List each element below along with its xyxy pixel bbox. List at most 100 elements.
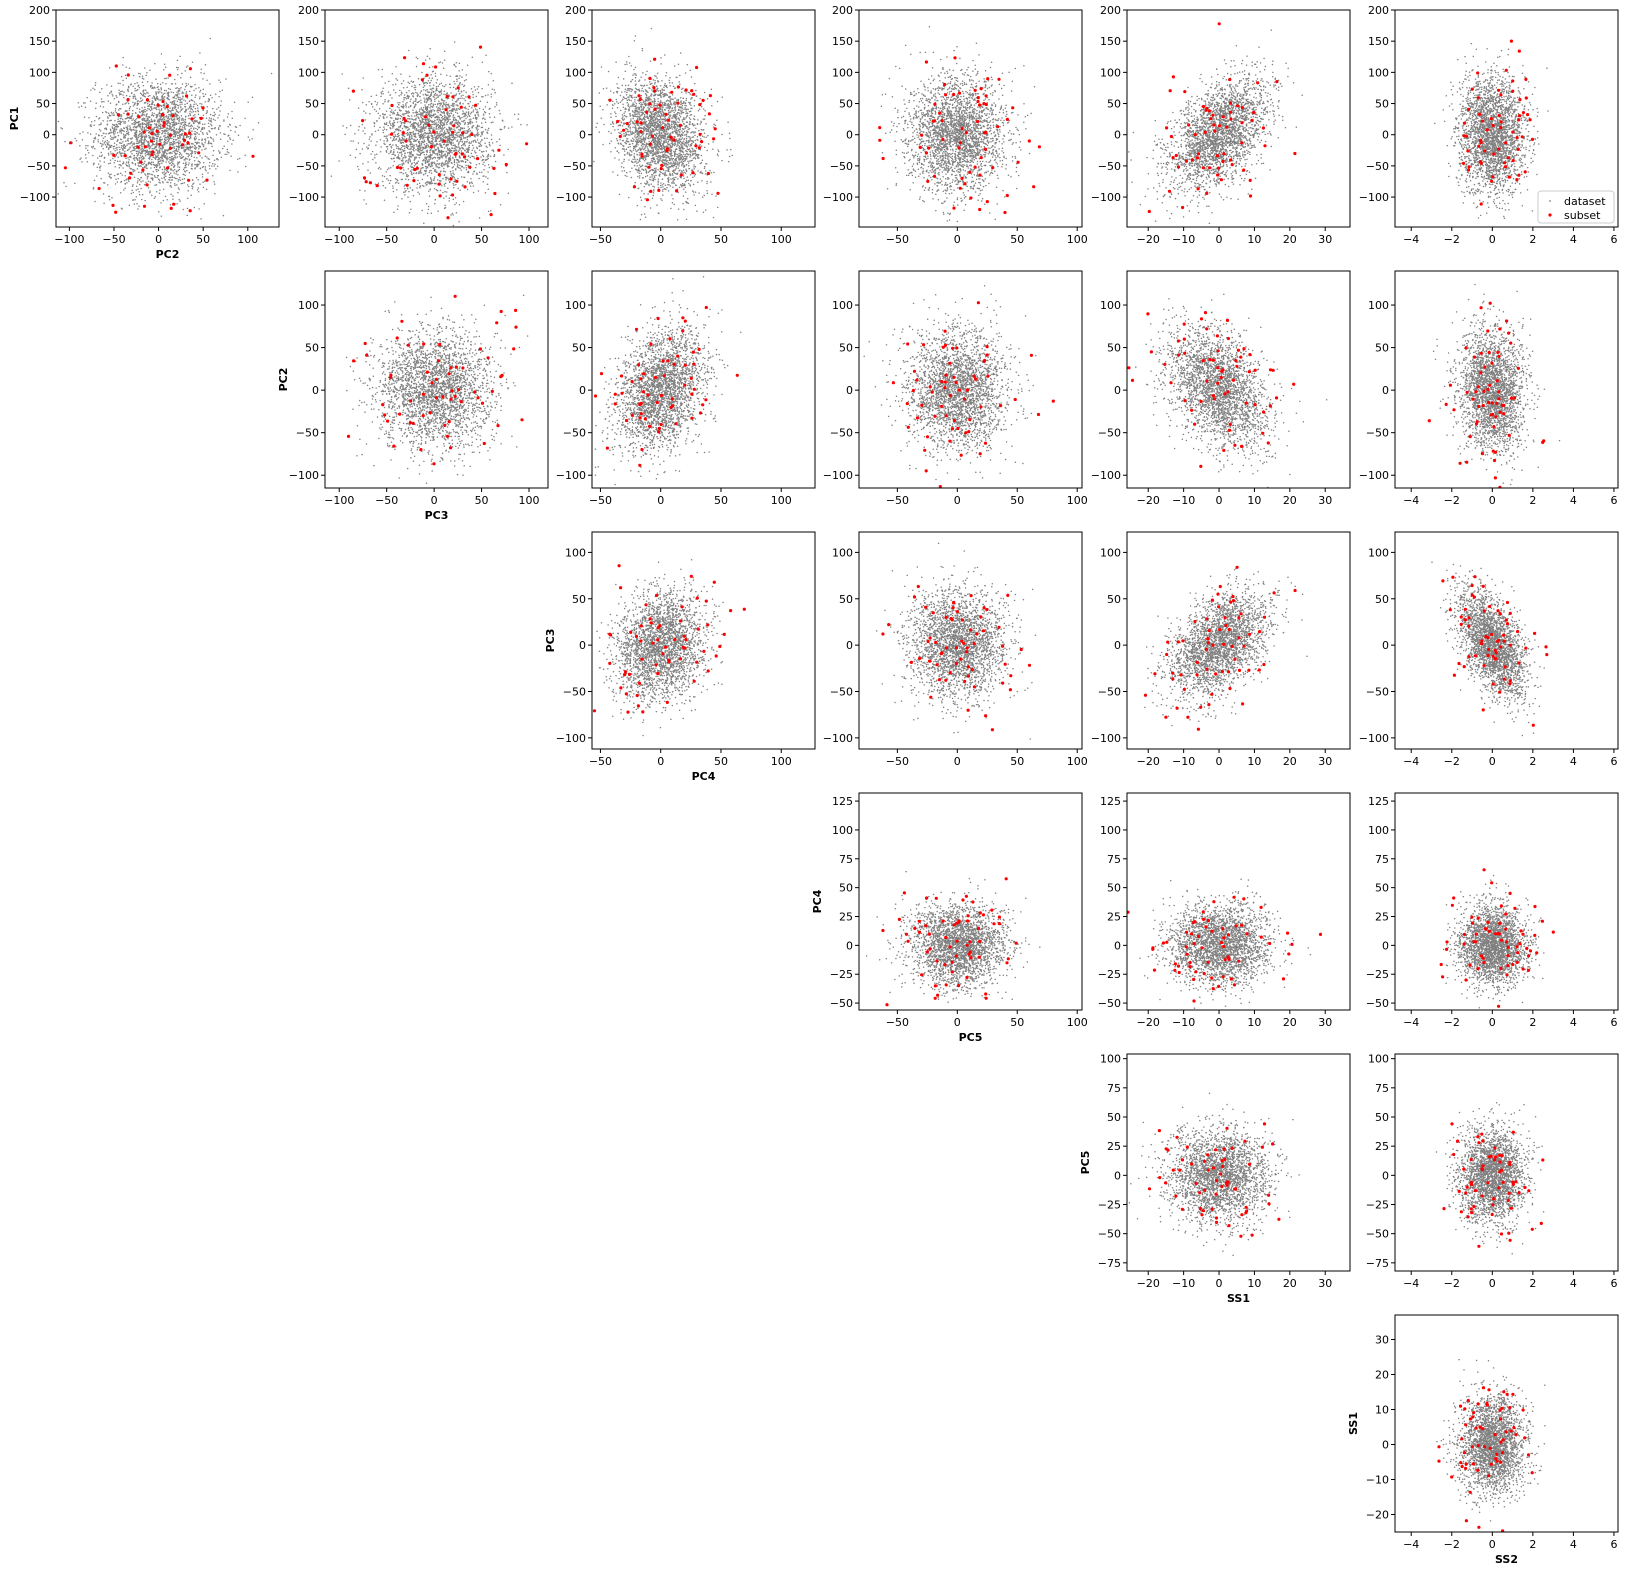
- dataset-point: [416, 187, 418, 189]
- dataset-point: [174, 100, 176, 102]
- subset-point: [150, 140, 153, 143]
- dataset-point: [478, 125, 480, 127]
- dataset-point: [449, 181, 451, 183]
- dataset-point: [134, 103, 136, 105]
- dataset-point: [187, 208, 189, 210]
- dataset-point: [400, 73, 402, 75]
- dataset-point: [136, 196, 138, 198]
- dataset-point: [485, 122, 487, 124]
- dataset-point: [508, 127, 510, 129]
- dataset-point: [439, 105, 441, 107]
- dataset-point: [149, 108, 151, 110]
- dataset-point: [458, 70, 460, 72]
- dataset-point: [181, 129, 183, 131]
- dataset-point: [403, 163, 405, 165]
- dataset-point: [99, 155, 101, 157]
- dataset-point: [138, 121, 140, 123]
- dataset-point: [448, 106, 450, 108]
- dataset-point: [164, 93, 166, 95]
- dataset-point: [122, 84, 124, 86]
- dataset-point: [113, 138, 115, 140]
- dataset-point: [226, 154, 228, 156]
- dataset-point: [81, 161, 83, 163]
- dataset-point: [161, 105, 163, 107]
- dataset-point: [440, 138, 442, 140]
- dataset-point: [115, 148, 117, 150]
- dataset-point: [376, 110, 378, 112]
- dataset-point: [424, 144, 426, 146]
- dataset-point: [127, 138, 129, 140]
- dataset-point: [434, 95, 436, 97]
- dataset-point: [206, 110, 208, 112]
- dataset-point: [197, 179, 199, 181]
- dataset-point: [178, 98, 180, 100]
- dataset-point: [178, 146, 180, 148]
- dataset-point: [437, 147, 439, 149]
- dataset-point: [150, 120, 152, 122]
- dataset-point: [185, 106, 187, 108]
- dataset-point: [154, 184, 156, 186]
- dataset-point: [444, 59, 446, 61]
- dataset-point: [420, 121, 422, 123]
- dataset-point: [475, 108, 477, 110]
- dataset-point: [168, 116, 170, 118]
- dataset-point: [139, 149, 141, 151]
- dataset-point: [205, 170, 207, 172]
- dataset-point: [163, 171, 165, 173]
- dataset-point: [453, 107, 455, 109]
- dataset-point: [207, 158, 209, 160]
- subset-point: [143, 205, 146, 208]
- dataset-point: [434, 134, 436, 136]
- dataset-point: [182, 118, 184, 120]
- dataset-point: [366, 104, 368, 106]
- dataset-point: [191, 111, 193, 113]
- dataset-point: [82, 131, 84, 133]
- dataset-point: [186, 91, 188, 93]
- dataset-point: [200, 72, 202, 74]
- dataset-point: [179, 104, 181, 106]
- dataset-point: [384, 123, 386, 125]
- dataset-point: [212, 128, 214, 130]
- subset-point: [251, 155, 254, 158]
- dataset-point: [165, 140, 167, 142]
- dataset-point: [114, 143, 116, 145]
- dataset-point: [419, 172, 421, 174]
- dataset-point: [418, 78, 420, 80]
- dataset-point: [379, 115, 381, 117]
- dataset-point: [401, 179, 403, 181]
- dataset-point: [113, 112, 115, 114]
- dataset-point: [464, 149, 466, 151]
- dataset-point: [196, 177, 198, 179]
- dataset-point: [160, 115, 162, 117]
- dataset-point: [444, 127, 446, 128]
- dataset-point: [450, 155, 452, 157]
- dataset-point: [138, 73, 140, 75]
- dataset-point: [173, 124, 175, 126]
- dataset-point: [447, 130, 449, 132]
- dataset-point: [182, 126, 184, 128]
- dataset-point: [176, 203, 178, 205]
- dataset-point: [338, 160, 340, 162]
- dataset-point: [146, 136, 148, 138]
- dataset-point: [136, 90, 138, 92]
- dataset-point: [205, 64, 207, 66]
- dataset-point: [462, 69, 464, 71]
- dataset-point: [175, 139, 177, 141]
- dataset-point: [194, 114, 196, 116]
- dataset-point: [206, 111, 208, 113]
- dataset-point: [401, 153, 403, 155]
- dataset-point: [191, 156, 193, 158]
- dataset-point: [459, 204, 461, 206]
- dataset-point: [121, 142, 123, 144]
- dataset-point: [223, 215, 225, 217]
- dataset-point: [455, 109, 457, 111]
- dataset-point: [412, 81, 414, 83]
- dataset-point: [398, 107, 400, 109]
- dataset-point: [153, 97, 155, 99]
- dataset-point: [179, 111, 181, 113]
- dataset-point: [407, 118, 409, 120]
- dataset-point: [177, 67, 179, 69]
- dataset-point: [118, 82, 120, 84]
- dataset-point: [203, 73, 205, 75]
- dataset-point: [110, 177, 112, 179]
